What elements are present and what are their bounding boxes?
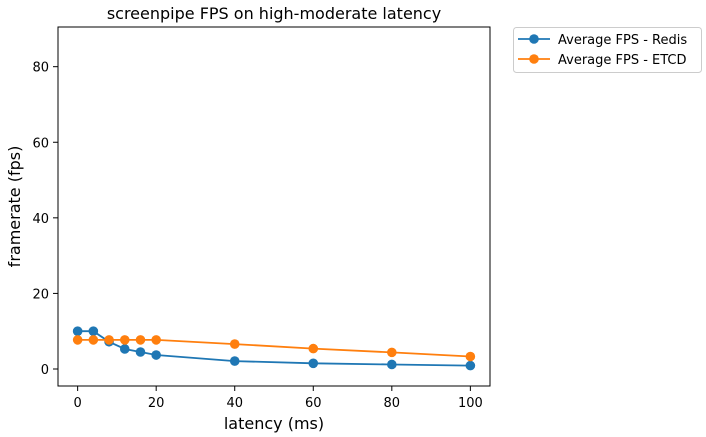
data-point-series-1 <box>465 360 476 371</box>
data-point-series-2 <box>151 335 161 345</box>
legend-marker <box>529 54 539 64</box>
data-point-series-2 <box>387 347 397 358</box>
data-point-series-2 <box>135 335 146 345</box>
legend-label: Average FPS - Redis <box>558 33 687 48</box>
y-tick-label: 20 <box>32 287 49 302</box>
y-tick-label: 0 <box>41 363 49 378</box>
x-tick-label: 40 <box>226 396 243 411</box>
data-point-series-2 <box>229 339 240 349</box>
x-tick-label: 60 <box>305 396 322 411</box>
data-point-series-2 <box>465 351 476 362</box>
legend-marker <box>529 34 539 44</box>
data-point-series-2 <box>119 335 130 345</box>
legend-frame <box>513 27 702 73</box>
data-point-series-2 <box>308 343 319 354</box>
data-point-series-1 <box>88 326 99 337</box>
data-point-series-1 <box>135 347 146 357</box>
x-tick-label: 100 <box>458 396 483 411</box>
y-tick-label: 80 <box>32 61 49 76</box>
y-tick-label: 40 <box>32 212 49 227</box>
series-line-1 <box>77 330 471 367</box>
data-point-series-2 <box>72 335 83 345</box>
legend-label: Average FPS - ETCD <box>558 53 687 68</box>
series-line-2 <box>77 338 471 358</box>
data-point-series-2 <box>104 335 114 345</box>
y-tick-label: 60 <box>32 136 49 151</box>
y-axis-ticks: 0 20 40 60 80 <box>32 61 58 378</box>
x-axis-label: latency (ms) <box>224 414 324 433</box>
data-point-series-1 <box>308 358 319 369</box>
data-point-series-1 <box>72 326 83 337</box>
legend-entries: Average FPS - Redis Average FPS - ETCD <box>518 33 687 68</box>
x-tick-label: 80 <box>384 396 401 411</box>
data-point-series-1 <box>151 350 161 360</box>
data-point-series-1 <box>229 356 240 366</box>
x-tick-label: 20 <box>148 396 165 411</box>
y-axis-label: framerate (fps) <box>5 146 24 268</box>
data-point-series-2 <box>88 335 99 345</box>
legend: Average FPS - Redis Average FPS - ETCD <box>513 27 702 73</box>
data-point-series-1 <box>387 359 397 370</box>
x-tick-label: 0 <box>73 396 81 411</box>
chart-title: screenpipe FPS on high-moderate latency <box>107 4 441 23</box>
series-layer <box>72 326 476 371</box>
plot-frame <box>57 26 491 387</box>
x-axis-ticks: 0 20 40 60 80 100 <box>73 386 483 411</box>
data-point-series-1 <box>119 344 130 354</box>
